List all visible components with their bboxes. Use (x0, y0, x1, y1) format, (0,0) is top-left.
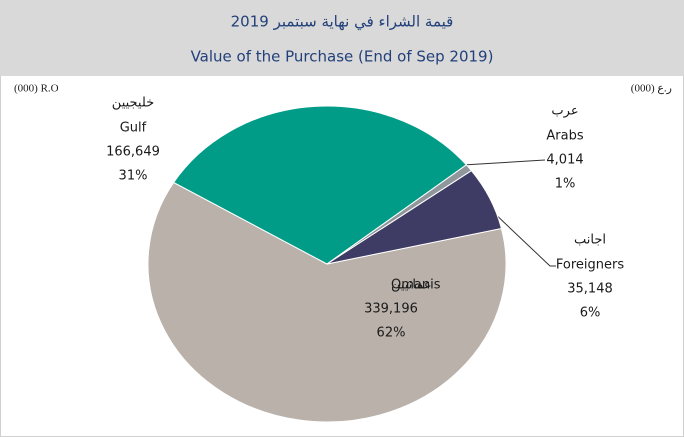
category-label-ar: عمانيين (391, 278, 432, 293)
category-label: Foreigners (556, 258, 624, 273)
value-label: 166,649 (106, 145, 160, 160)
percent-label: 62% (377, 326, 406, 341)
value-label: 35,148 (567, 282, 613, 297)
pie-slice (326, 169, 503, 265)
category-label: Omanis (391, 278, 441, 293)
header (0, 0, 684, 76)
value-label: 339,196 (364, 302, 418, 317)
category-label-ar: خليجيين (112, 96, 154, 111)
percent-label: 31% (119, 169, 148, 184)
pie-slice (147, 181, 507, 423)
percent-label: 6% (580, 306, 601, 321)
chart-subtitle: Value of the Purchase (End of Sep 2019) (191, 48, 494, 66)
category-label: Gulf (120, 121, 147, 136)
category-label-ar: عرب (551, 104, 578, 119)
category-label: Arabs (546, 129, 583, 144)
category-label-ar: اجانب (574, 233, 606, 248)
pie-slice (172, 105, 468, 265)
value-label: 4,014 (546, 153, 583, 168)
leader-line (490, 209, 556, 267)
unit-label: (000) R.O (14, 83, 59, 95)
unit-label: (000) ر.ع (631, 83, 672, 95)
chart-title: قيمة الشراء في نهاية سبتمبر 2019 (231, 13, 454, 32)
percent-label: 1% (555, 177, 576, 192)
leader-line (462, 159, 546, 166)
